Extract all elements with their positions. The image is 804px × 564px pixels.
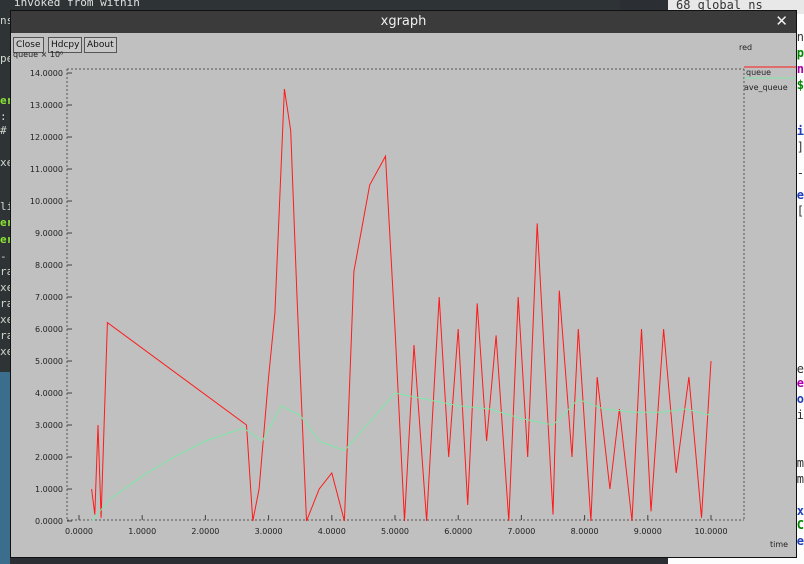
legend-ave-queue: ave_queue (744, 83, 788, 92)
xgraph-window: xgraph ✕ Close Hdcpy About queue × 10⁰ t… (10, 10, 797, 558)
series-layer (91, 88, 712, 522)
x-axis-label: time (770, 540, 788, 549)
close-button[interactable]: Close (13, 37, 44, 53)
y-tick-label: 6.0000 (35, 325, 63, 334)
y-tick-label: 5.0000 (35, 357, 63, 366)
desktop-background (0, 372, 10, 564)
legend-red: red (739, 43, 752, 52)
y-tick-label: 8.0000 (35, 261, 63, 270)
y-tick-label: 14.0000 (30, 69, 63, 78)
x-tick-label: 4.0000 (318, 527, 346, 536)
plot-area: queue × 10⁰ time 0.0000 1.0000 2.0000 3.000… (13, 43, 796, 549)
y-tick-label: 4.0000 (35, 389, 63, 398)
x-tick-label: 5.0000 (381, 527, 409, 536)
editor-top-line: 68 global ns (676, 0, 763, 12)
y-tick-label: 0.0000 (35, 517, 63, 526)
about-button[interactable]: About (84, 37, 117, 53)
x-tick-label: 7.0000 (507, 527, 535, 536)
y-tick-label: 12.0000 (30, 133, 63, 142)
series-line-ave-queue (91, 392, 712, 522)
x-tick-label: 3.0000 (255, 527, 283, 536)
y-tick-label: 1.0000 (35, 485, 63, 494)
terminal-top-line: invoked from within (14, 0, 140, 9)
y-tick-label: 3.0000 (35, 421, 63, 430)
legend-queue: queue (746, 68, 771, 77)
hdcpy-button[interactable]: Hdcpy (48, 37, 83, 53)
title-bar[interactable]: xgraph ✕ (11, 11, 796, 33)
x-tick-label: 1.0000 (128, 527, 156, 536)
x-tick-label: 9.0000 (634, 527, 662, 536)
x-tick-label: 2.0000 (191, 527, 219, 536)
x-tick-label: 6.0000 (444, 527, 472, 536)
x-tick-label: 8.0000 (571, 527, 599, 536)
y-tick-label: 9.0000 (35, 229, 63, 238)
legend: red queue ave_queue (739, 43, 796, 92)
x-tick-label: 0.0000 (65, 527, 93, 536)
close-icon[interactable]: ✕ (775, 12, 788, 30)
y-tick-label: 7.0000 (35, 293, 63, 302)
y-tick-label: 10.0000 (30, 197, 63, 206)
series-line-queue (91, 88, 712, 522)
y-tick-label: 2.0000 (35, 453, 63, 462)
y-tick-label: 13.0000 (30, 101, 63, 110)
x-tick-label: 10.0000 (694, 527, 727, 536)
x-ticks: 0.0000 1.0000 2.0000 3.0000 4.0000 5.0000 6.00… (65, 515, 728, 536)
y-tick-label: 11.0000 (30, 165, 63, 174)
y-axis-label: queue × 10⁰ (13, 50, 63, 59)
y-ticks: 0.0000 1.0000 2.0000 3.0000 4.0000 5.0000 6.00… (30, 69, 72, 526)
window-title: xgraph (380, 14, 427, 29)
